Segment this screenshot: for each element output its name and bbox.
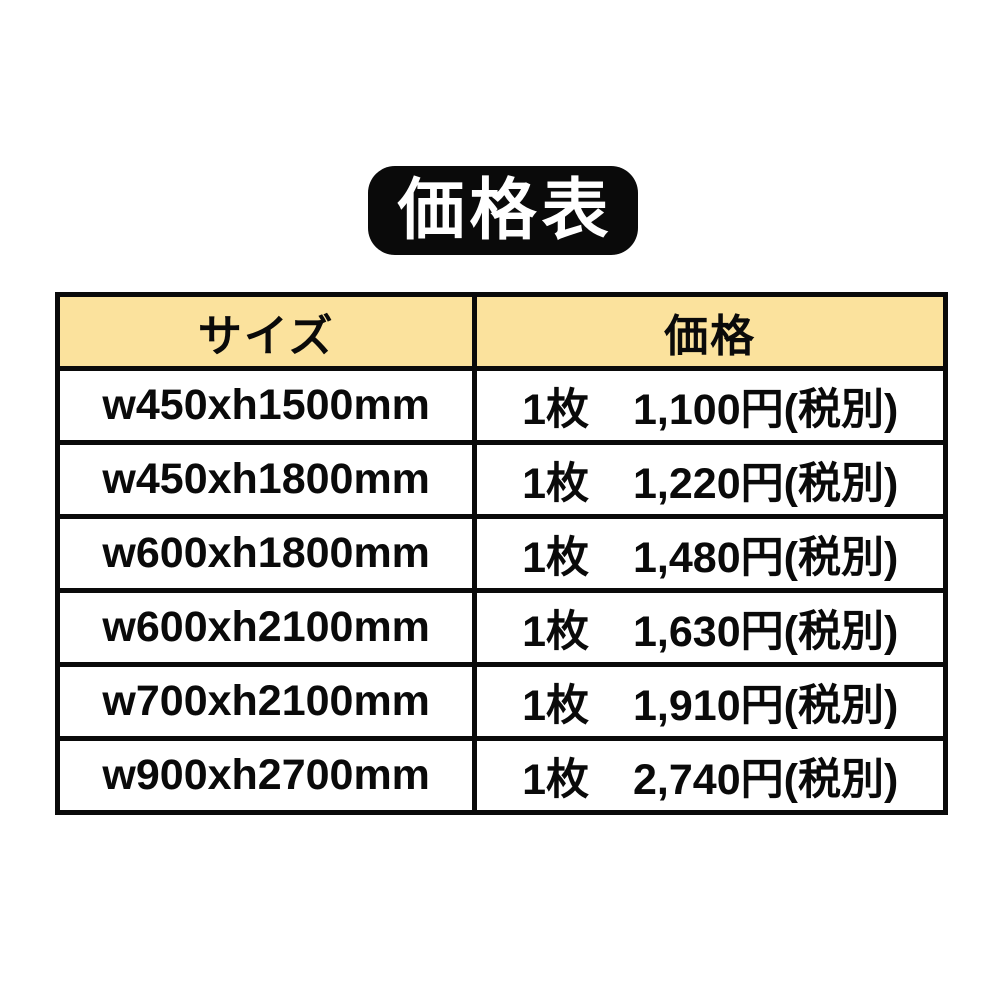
size-cell: w450xh1500mm — [54, 366, 478, 445]
page-title: 価格表 — [397, 173, 614, 248]
price-value: 1,630円(税別) — [633, 607, 899, 656]
size-value: w450xh1500mm — [102, 381, 430, 429]
qty-label: 1枚 — [522, 755, 590, 804]
size-value: w450xh1800mm — [102, 455, 430, 503]
table-header-row: サイズ 価格 — [54, 292, 948, 371]
price-value: 1,220円(税別) — [633, 459, 899, 508]
qty-label: 1枚 — [522, 459, 590, 508]
qty-label: 1枚 — [522, 681, 590, 730]
qty-label: 1枚 — [522, 385, 590, 434]
price-cell: 1枚 2,740円(税別) — [472, 736, 948, 815]
table-row: w900xh2700mm 1枚 2,740円(税別) — [54, 736, 948, 815]
size-cell: w900xh2700mm — [54, 736, 478, 815]
price-cell: 1枚 1,220円(税別) — [472, 440, 948, 519]
table-row: w450xh1500mm 1枚 1,100円(税別) — [54, 366, 948, 445]
qty-label: 1枚 — [522, 607, 590, 656]
price-cell: 1枚 1,630円(税別) — [472, 588, 948, 667]
table-row: w600xh1800mm 1枚 1,480円(税別) — [54, 514, 948, 593]
title-badge: 価格表 — [368, 166, 638, 255]
qty-label: 1枚 — [522, 533, 590, 582]
price-cell: 1枚 1,480円(税別) — [472, 514, 948, 593]
table-row: w450xh1800mm 1枚 1,220円(税別) — [54, 440, 948, 519]
table-row: w600xh2100mm 1枚 1,630円(税別) — [54, 588, 948, 667]
price-value: 1,480円(税別) — [633, 533, 899, 582]
price-cell: 1枚 1,910円(税別) — [472, 662, 948, 741]
price-cell: 1枚 1,100円(税別) — [472, 366, 948, 445]
size-value: w900xh2700mm — [102, 751, 430, 799]
price-value: 1,910円(税別) — [633, 681, 899, 730]
price-value: 1,100円(税別) — [633, 385, 899, 434]
size-cell: w700xh2100mm — [54, 662, 478, 741]
table-row: w700xh2100mm 1枚 1,910円(税別) — [54, 662, 948, 741]
table-header-price: 価格 — [472, 292, 948, 371]
table-header-size: サイズ — [54, 292, 478, 371]
size-value: w600xh2100mm — [102, 603, 430, 651]
size-value: w600xh1800mm — [102, 529, 430, 577]
size-cell: w600xh1800mm — [54, 514, 478, 593]
price-table: サイズ 価格 w450xh1500mm 1枚 1,100円(税別) w450xh… — [54, 292, 948, 815]
size-value: w700xh2100mm — [102, 677, 430, 725]
size-cell: w600xh2100mm — [54, 588, 478, 667]
size-cell: w450xh1800mm — [54, 440, 478, 519]
price-value: 2,740円(税別) — [633, 755, 899, 804]
